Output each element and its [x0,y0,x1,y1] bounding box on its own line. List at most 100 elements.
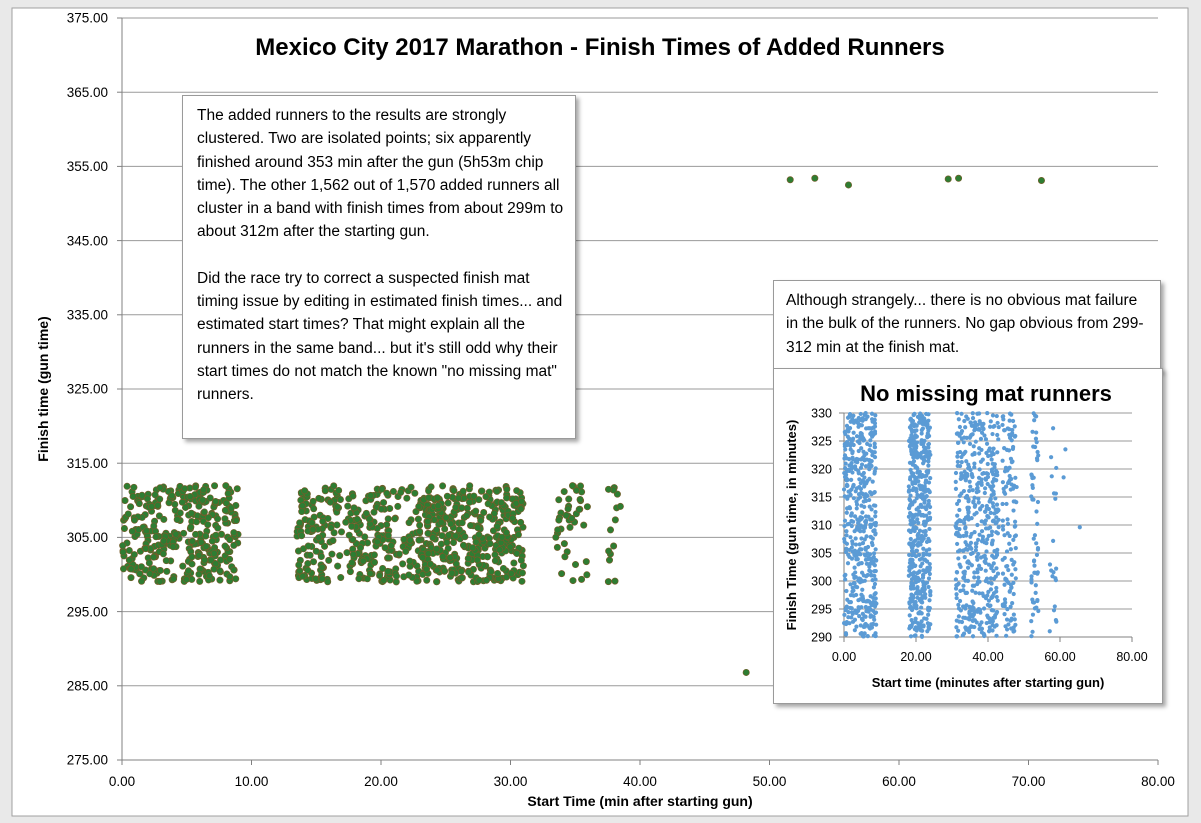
data-point [923,422,929,427]
data-point [990,413,996,418]
data-point [849,511,854,516]
data-point [845,506,850,511]
data-point [963,540,968,545]
data-point [961,440,966,445]
data-point [173,516,181,524]
data-point [981,606,987,611]
data-point [966,516,972,522]
data-point [195,502,203,510]
data-point [1031,444,1036,449]
data-point [963,425,968,430]
data-point [910,557,915,563]
data-point [910,451,915,456]
data-point [1030,475,1035,481]
data-point [926,445,931,450]
data-point [452,532,460,540]
data-point [919,474,924,479]
data-point [359,557,367,565]
data-point [442,514,450,522]
data-point [183,575,191,583]
data-point [954,411,960,416]
data-point [984,441,990,446]
data-point [342,518,350,526]
data-point [921,444,927,450]
data-point [849,464,855,470]
data-point [380,499,388,507]
data-point [980,471,985,476]
data-point [871,633,877,638]
data-point [972,450,977,456]
data-point [862,523,868,529]
data-point [973,427,978,432]
data-point [962,520,967,526]
data-point [990,628,995,633]
data-point [976,489,981,494]
data-point [979,529,985,534]
data-point [846,610,851,615]
data-point [142,527,150,535]
data-point [927,567,932,572]
data-point [924,507,929,512]
data-point [872,490,877,495]
data-point [856,469,861,474]
data-point [958,564,963,569]
data-point [208,537,216,545]
data-point [337,528,345,536]
data-point [957,527,962,532]
data-point [1005,517,1010,522]
data-point [964,459,969,464]
data-point [917,528,923,533]
data-point [210,549,218,557]
data-point [503,573,511,581]
data-point [873,520,879,526]
data-point [973,541,978,546]
data-point [993,574,998,579]
data-point [986,580,991,585]
data-point [152,533,160,541]
data-point [912,435,918,440]
data-point [989,450,995,455]
data-point [348,522,356,530]
data-point [916,520,921,525]
data-point [991,424,996,429]
data-point [847,600,852,605]
data-point [811,174,819,182]
data-point [565,495,573,503]
data-point [977,411,982,416]
data-point [972,530,977,535]
data-point [842,612,847,617]
data-point [927,552,932,557]
data-point [919,413,925,418]
data-point [233,485,241,493]
data-point [990,538,995,543]
data-point [971,499,976,504]
y-tick-label: 290 [811,630,832,644]
data-point [350,504,358,512]
data-point [955,513,960,518]
data-point [986,515,991,520]
data-point [983,486,988,491]
data-point [187,509,195,517]
data-point [844,529,849,534]
data-point [871,621,876,627]
data-point [1011,537,1016,542]
data-point [915,517,920,522]
data-point [978,506,983,511]
data-point [975,427,981,432]
data-point [518,497,526,505]
data-point [308,519,316,527]
data-point [915,571,920,576]
data-point [858,552,863,557]
data-point [486,540,494,548]
data-point [858,631,863,636]
data-point [869,426,874,431]
data-point [973,502,978,508]
data-point [1047,629,1052,634]
data-point [845,561,851,566]
data-point [859,462,865,467]
data-point [1012,424,1017,429]
data-point [961,583,966,588]
data-point [908,605,913,610]
data-point [869,492,874,497]
data-point [954,583,959,588]
